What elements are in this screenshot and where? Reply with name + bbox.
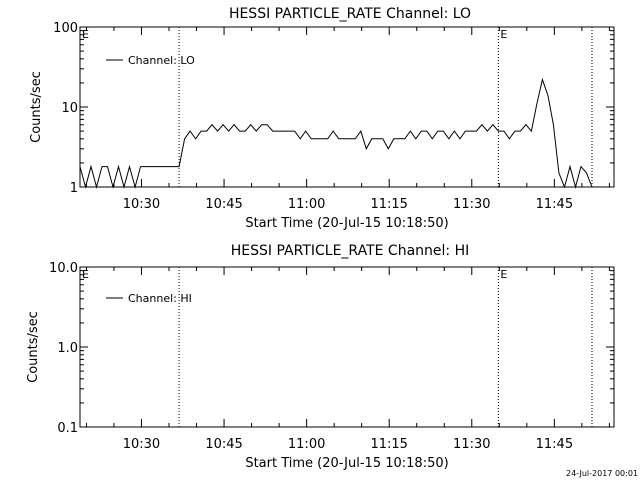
event-marker: E (500, 268, 507, 281)
event-marker: E (500, 28, 507, 41)
y-tick-label: 100 (53, 21, 78, 36)
date-stamp: 24-Jul-2017 00:01 (566, 469, 638, 478)
plot-area: 10:30 10:45 11:00 11:15 11:30 11:45 0.1 1.0 10.0… (49, 261, 615, 452)
y-tick-label: 0.1 (57, 421, 78, 436)
x-tick-label: 10:30 (123, 437, 160, 452)
x-tick-label: 10:45 (205, 437, 242, 452)
legend-label: Channel: LO (128, 54, 195, 67)
x-tick-label: 10:45 (205, 197, 242, 212)
chart-title: HESSI PARTICLE_RATE Channel: HI (231, 243, 469, 259)
x-tick-label: 11:45 (536, 437, 573, 452)
legend: Channel: LO (106, 54, 195, 67)
x-tick-label: 10:30 (123, 197, 160, 212)
y-tick-label: 10.0 (49, 261, 78, 276)
series-line (79, 77, 593, 189)
x-tick-label: 11:30 (453, 197, 490, 212)
x-tick-label: 11:15 (370, 197, 407, 212)
x-tick-label: 11:00 (288, 197, 325, 212)
y-axis-label: Counts/sec (26, 311, 41, 383)
x-tick-label: 11:00 (288, 437, 325, 452)
x-tick-label: 11:45 (536, 197, 573, 212)
x-axis-label: Start Time (20-Jul-15 10:18:50) (245, 216, 448, 231)
y-tick-label: 1 (70, 181, 78, 196)
panel-lo: HESSI PARTICLE_RATE Channel: LO 10:30 10:… (29, 6, 615, 231)
axes-frame (79, 26, 615, 188)
axes-frame (79, 266, 615, 428)
x-axis-label: Start Time (20-Jul-15 10:18:50) (245, 456, 448, 471)
panel-hi: HESSI PARTICLE_RATE Channel: HI 10:30 10:… (26, 243, 615, 471)
x-tick-label: 11:15 (370, 437, 407, 452)
x-tick-label: 11:30 (453, 437, 490, 452)
y-axis-label: Counts/sec (29, 71, 44, 143)
chart-title: HESSI PARTICLE_RATE Channel: LO (229, 6, 471, 22)
y-tick-label: 10 (61, 101, 78, 116)
plot-area: 10:30 10:45 11:00 11:15 11:30 11:45 1 10 100 E E (53, 21, 615, 212)
legend-label: Channel: HI (128, 292, 192, 305)
event-marker: E (82, 268, 89, 281)
y-tick-label: 1.0 (57, 341, 78, 356)
event-marker: E (82, 28, 89, 41)
legend: Channel: HI (106, 292, 192, 305)
